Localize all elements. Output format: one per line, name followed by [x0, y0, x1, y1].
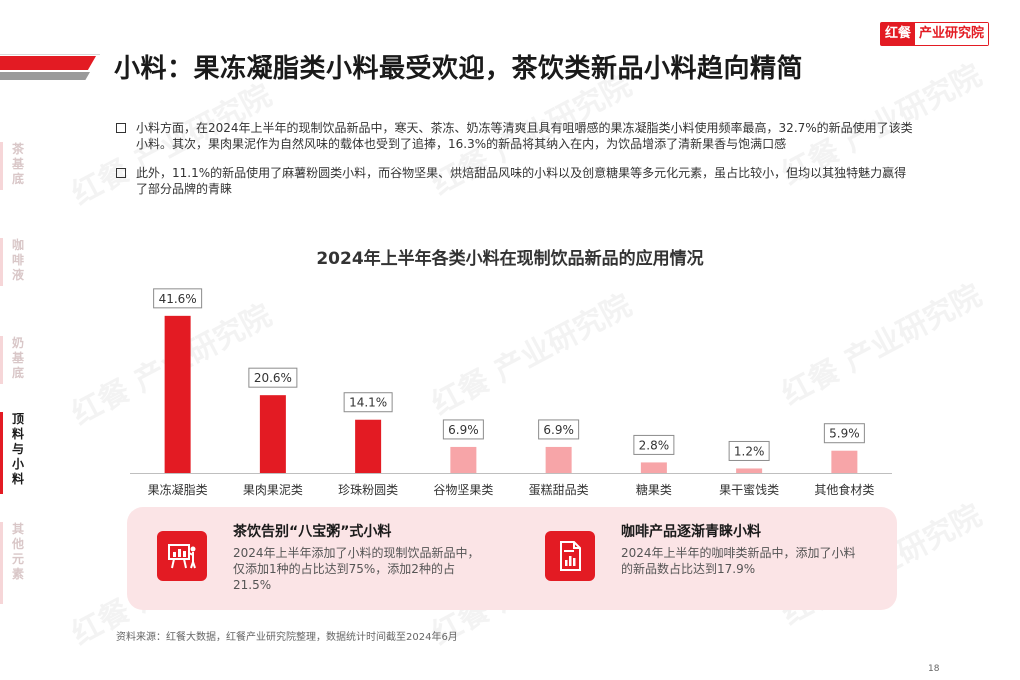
- bar: [640, 462, 667, 473]
- bullet-text: 小料方面，在2024年上半年的现制饮品新品中，寒天、茶冻、奶冻等清爽且具有咀嚼感…: [136, 121, 913, 151]
- side-nav-label: 顶料与小料: [12, 412, 25, 486]
- bullet-square-icon: [116, 123, 126, 133]
- x-tick-label: 蛋糕甜品类: [529, 483, 589, 497]
- x-tick-label: 果冻凝脂类: [148, 482, 208, 497]
- page-number: 18: [928, 664, 940, 674]
- side-nav-label: 茶基底: [12, 142, 25, 186]
- data-label-box: [823, 423, 865, 444]
- brand-logo-mark: 红餐: [881, 23, 916, 45]
- bar: [355, 419, 382, 473]
- side-nav-item-other[interactable]: 其他元素: [0, 522, 30, 604]
- bar: [259, 395, 286, 473]
- insight-card-title: 茶饮告别“八宝粥”式小料: [233, 524, 392, 540]
- bar: [545, 446, 572, 473]
- data-label-box: [442, 419, 484, 440]
- bar: [736, 468, 763, 473]
- insight-card-title: 咖啡产品逐渐青睐小料: [621, 524, 761, 540]
- data-label-box: [343, 392, 393, 413]
- side-nav-item-milk-base[interactable]: 奶基底: [0, 336, 30, 384]
- header-divider: [0, 54, 100, 55]
- bar: [831, 450, 858, 473]
- data-label-box: [633, 434, 675, 455]
- bullet-text: 此外，11.1%的新品使用了麻薯粉圆类小料，而谷物坚果、烘焙甜品风味的小料以及创…: [136, 166, 907, 196]
- insight-card-text: 2024年上半年的咖啡类新品中，添加了小料的新品数占比达到17.9%: [621, 546, 856, 576]
- data-label: 2.8%: [639, 438, 670, 452]
- insight-card-text: 2024年上半年添加了小料的现制饮品新品中，仅添加1种的占比达到75%，添加2种…: [233, 546, 480, 592]
- x-tick-label: 糖果类: [636, 482, 672, 497]
- side-nav-item-coffee[interactable]: 咖啡液: [0, 238, 30, 286]
- x-tick-label: 谷物坚果类: [433, 483, 493, 497]
- page-title: 小料：果冻凝脂类小料最受欢迎，茶饮类新品小料趋向精简: [114, 54, 804, 84]
- x-tick-label: 果干蜜饯类: [719, 482, 779, 497]
- data-label: 41.6%: [159, 292, 197, 306]
- data-label-box: [153, 288, 203, 309]
- data-label: 5.9%: [829, 427, 860, 441]
- data-label: 14.1%: [349, 396, 387, 410]
- bullet-item: 小料方面，在2024年上半年的现制饮品新品中，寒天、茶冻、奶冻等清爽且具有咀嚼感…: [116, 120, 916, 152]
- insight-panel: 茶饮告别“八宝粥”式小料 2024年上半年添加了小料的现制饮品新品中，仅添加1种…: [127, 507, 897, 610]
- data-label: 6.9%: [448, 423, 479, 437]
- data-label-box: [248, 367, 298, 388]
- brand-logo-text: 产业研究院: [915, 23, 989, 45]
- bar: [164, 315, 191, 473]
- data-label-box: [538, 419, 580, 440]
- data-label: 6.9%: [543, 423, 574, 437]
- side-nav-label: 咖啡液: [12, 238, 25, 282]
- side-nav-label: 其他元素: [12, 522, 25, 581]
- data-label: 20.6%: [254, 371, 292, 385]
- x-tick-label: 其他食材类: [814, 482, 874, 497]
- report-document-icon: [545, 531, 595, 581]
- data-label: 1.2%: [734, 444, 765, 458]
- bar: [450, 446, 477, 473]
- bullet-item: 此外，11.1%的新品使用了麻薯粉圆类小料，而谷物坚果、烘焙甜品风味的小料以及创…: [116, 165, 916, 197]
- x-tick-label: 果肉果泥类: [243, 483, 303, 497]
- bullet-list: 小料方面，在2024年上半年的现制饮品新品中，寒天、茶冻、奶冻等清爽且具有咀嚼感…: [116, 120, 916, 210]
- presentation-chart-icon: [157, 531, 207, 581]
- side-nav-label: 奶基底: [12, 336, 25, 380]
- chart-title: 2024年上半年各类小料在现制饮品新品的应用情况: [316, 249, 704, 269]
- bullet-square-icon: [116, 168, 126, 178]
- brand-logo: 红餐 产业研究院: [880, 22, 990, 46]
- source-note: 资料来源：红餐大数据，红餐产业研究院整理，数据统计时间截至2024年6月: [116, 632, 458, 643]
- x-tick-label: 珍珠粉圆类: [338, 483, 398, 497]
- data-label-box: [728, 440, 770, 461]
- side-nav-item-toppings[interactable]: 顶料与小料: [0, 412, 30, 494]
- side-nav-item-tea-base[interactable]: 茶基底: [0, 142, 30, 190]
